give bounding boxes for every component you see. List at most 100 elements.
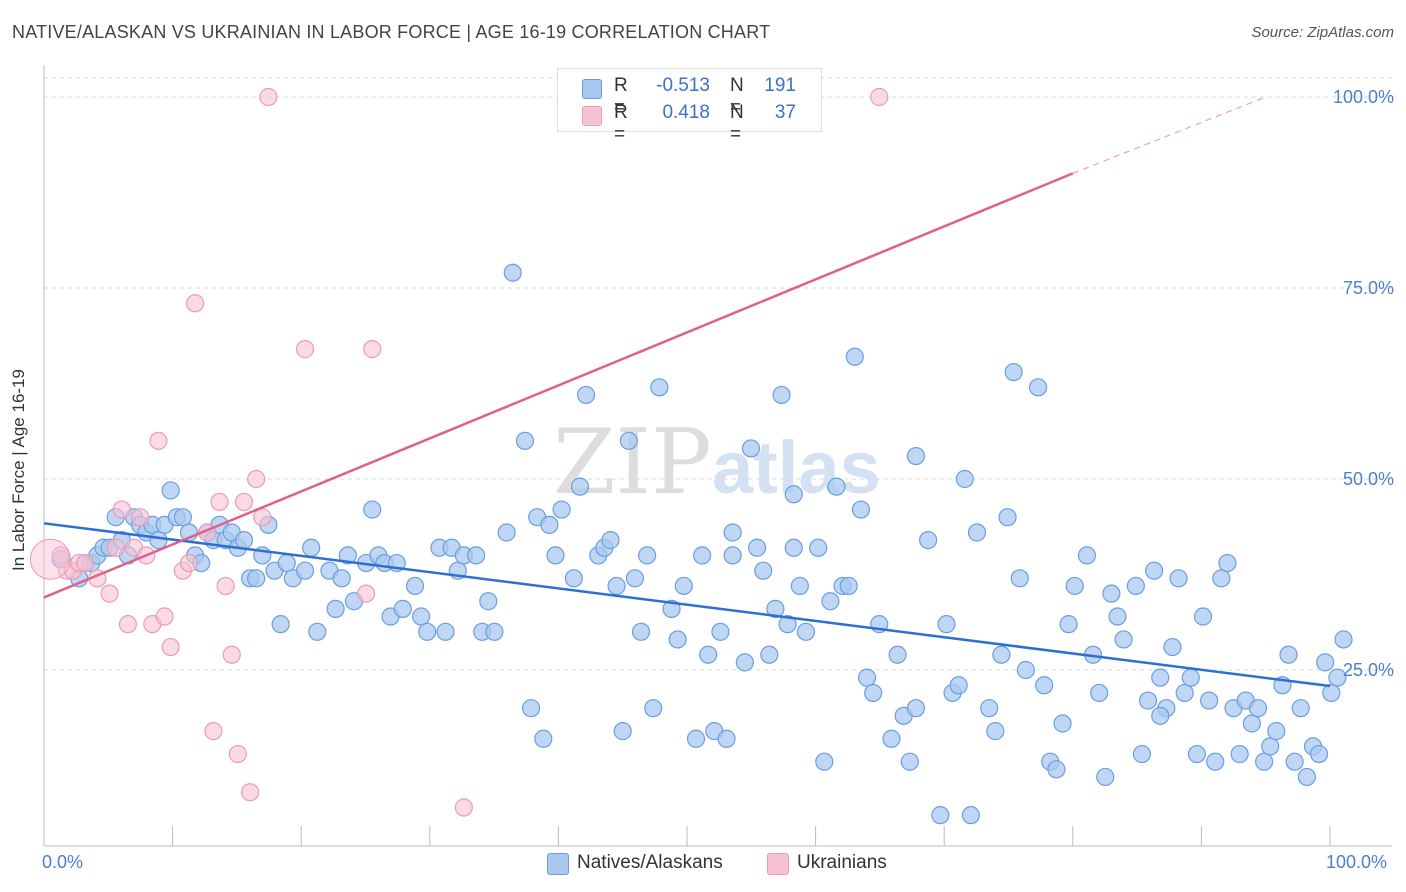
native-point bbox=[790, 576, 809, 596]
ukrainian-point bbox=[357, 584, 376, 603]
native-point bbox=[1254, 752, 1274, 771]
native-point bbox=[607, 576, 626, 596]
native-point bbox=[845, 347, 864, 366]
native-point bbox=[570, 477, 590, 496]
x-tick-label: 100.0% bbox=[1326, 852, 1388, 872]
native-point bbox=[552, 500, 571, 519]
native-point bbox=[295, 561, 315, 580]
native-point bbox=[992, 645, 1011, 664]
native-point bbox=[1242, 714, 1261, 733]
native-point bbox=[1169, 569, 1188, 588]
ukrainian-point bbox=[222, 645, 241, 664]
ukrainian-point bbox=[179, 553, 199, 573]
native-point bbox=[1028, 378, 1048, 397]
x-tick-label: 0.0% bbox=[42, 852, 84, 872]
native-point bbox=[1181, 668, 1200, 687]
native-point bbox=[1090, 683, 1109, 703]
ukrainian-point bbox=[228, 744, 247, 764]
ukrainian-point bbox=[161, 637, 180, 657]
native-point bbox=[1163, 637, 1182, 657]
native-point bbox=[308, 622, 327, 641]
native-point bbox=[515, 431, 535, 450]
native-point bbox=[149, 531, 168, 550]
native-point bbox=[405, 576, 425, 596]
native-point bbox=[900, 752, 919, 771]
native-point bbox=[686, 729, 706, 748]
native-point bbox=[326, 599, 345, 618]
native-point bbox=[1193, 607, 1213, 626]
y-tick-label: 75.0% bbox=[1342, 278, 1394, 298]
y-tick-label: 25.0% bbox=[1342, 660, 1394, 680]
ukrainian-point bbox=[118, 615, 138, 634]
ukrainian-point bbox=[259, 87, 278, 107]
native-point bbox=[625, 569, 645, 588]
native-point bbox=[540, 515, 559, 534]
native-point bbox=[650, 378, 669, 397]
native-point bbox=[1328, 668, 1347, 687]
native-point bbox=[711, 622, 730, 641]
legend-swatch-blue bbox=[582, 79, 602, 99]
y-tick-label: 50.0% bbox=[1342, 469, 1394, 489]
native-point bbox=[741, 439, 761, 458]
legend-r-label: R = bbox=[614, 75, 628, 118]
native-point bbox=[1316, 653, 1335, 672]
native-point bbox=[1285, 752, 1304, 771]
bottom-legend-label: Natives/Alaskans bbox=[577, 852, 723, 873]
native-point bbox=[234, 531, 254, 550]
native-point bbox=[967, 523, 987, 542]
native-point bbox=[955, 469, 974, 489]
native-point bbox=[693, 546, 712, 565]
ukrainian-point bbox=[100, 584, 119, 603]
native-point bbox=[906, 446, 926, 466]
native-point bbox=[393, 599, 412, 618]
legend-r-value: -0.513 bbox=[656, 75, 710, 96]
ukrainian-point bbox=[210, 492, 229, 512]
native-point bbox=[497, 523, 516, 542]
bottom-legend-swatch-pink bbox=[767, 853, 789, 875]
ukrainian-point bbox=[204, 722, 223, 741]
native-point bbox=[864, 683, 883, 703]
ukrainian-point bbox=[295, 340, 315, 359]
ukrainian-point bbox=[363, 340, 382, 359]
native-point bbox=[644, 699, 663, 718]
native-point bbox=[1047, 760, 1066, 779]
native-point bbox=[961, 806, 980, 825]
native-point bbox=[534, 729, 553, 748]
ukrainian-point bbox=[149, 431, 168, 450]
native-point bbox=[980, 699, 999, 718]
native-point bbox=[1138, 691, 1158, 710]
native-point bbox=[1291, 699, 1310, 718]
native-point bbox=[662, 599, 681, 618]
ukrainian-point bbox=[240, 783, 260, 802]
native-point bbox=[1059, 615, 1078, 634]
native-point bbox=[809, 538, 828, 557]
watermark: ZIP atlas bbox=[553, 410, 881, 515]
native-point bbox=[796, 622, 816, 641]
ukrainian-trend-line bbox=[43, 172, 1074, 599]
native-point bbox=[760, 645, 779, 664]
native-point bbox=[906, 699, 926, 718]
native-point bbox=[747, 538, 767, 557]
native-point bbox=[1212, 569, 1231, 588]
native-point bbox=[778, 615, 797, 634]
native-point bbox=[1126, 576, 1145, 596]
native-point bbox=[1261, 737, 1280, 756]
native-point bbox=[1077, 546, 1097, 565]
native-point bbox=[1200, 691, 1219, 710]
native-point bbox=[851, 500, 871, 519]
native-point bbox=[1145, 561, 1164, 580]
legend: R = -0.513 N = 191 R = 0.418 N = 37 bbox=[557, 68, 822, 145]
native-point bbox=[546, 546, 565, 565]
native-point bbox=[1297, 767, 1316, 787]
legend-n-value: 191 bbox=[764, 75, 796, 96]
cluster-point bbox=[29, 538, 71, 580]
native-point bbox=[1322, 683, 1341, 703]
native-point bbox=[919, 531, 938, 550]
native-point bbox=[998, 508, 1017, 527]
ukrainian-point bbox=[234, 492, 254, 512]
native-point bbox=[485, 622, 504, 641]
native-point bbox=[564, 569, 583, 588]
legend-n-label: N = bbox=[730, 75, 744, 118]
ukrainian-point bbox=[131, 508, 150, 527]
native-point bbox=[1187, 744, 1206, 764]
